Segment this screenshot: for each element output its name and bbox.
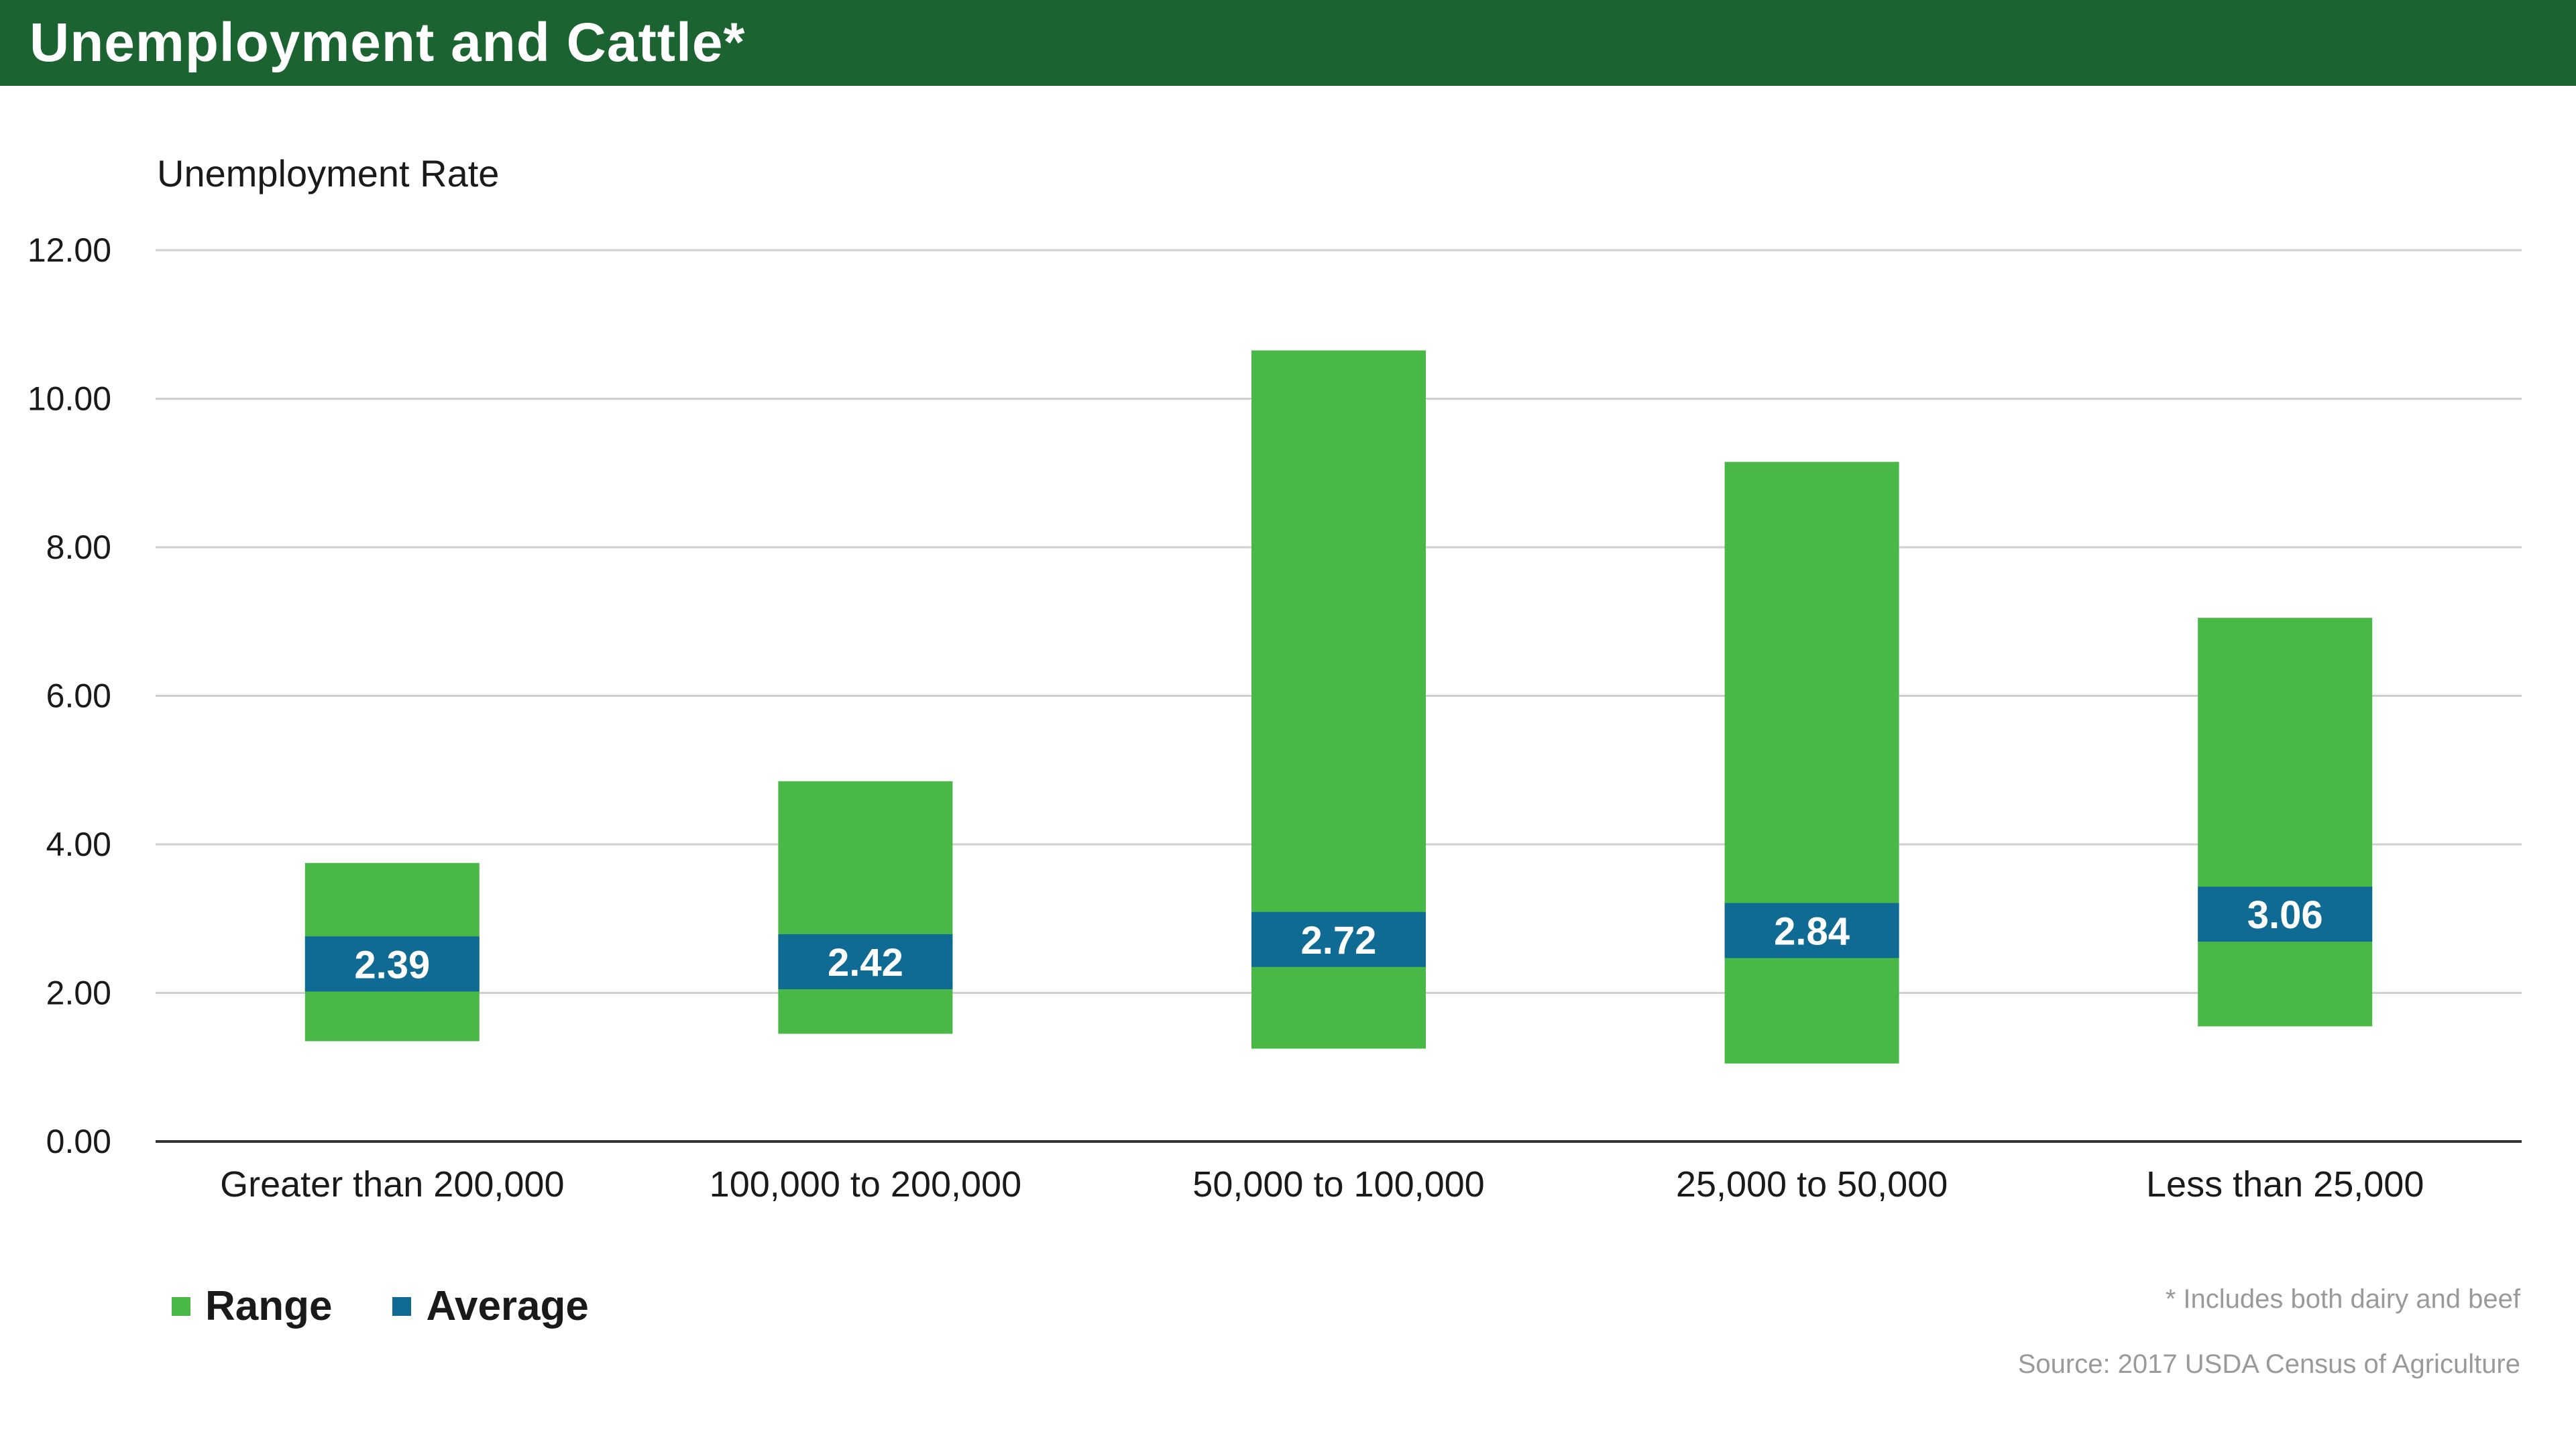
- average-value-label: 2.42: [828, 941, 903, 985]
- y-tick-label: 4.00: [46, 826, 111, 863]
- average-value-label: 2.72: [1301, 919, 1377, 962]
- legend-label-average: Average: [426, 1283, 589, 1329]
- x-category-labels: Greater than 200,000 100,000 to 200,000 50…: [220, 1164, 2424, 1205]
- y-tick-label: 10.00: [27, 380, 111, 418]
- legend-label-range: Range: [205, 1283, 333, 1329]
- x-category-label: 100,000 to 200,000: [710, 1164, 1021, 1205]
- title-bar: Unemployment and Cattle*: [0, 0, 2576, 86]
- source-note: Source: 2017 USDA Census of Agriculture: [2017, 1349, 2520, 1379]
- x-category-label: 25,000 to 50,000: [1676, 1164, 1948, 1205]
- average-band: [778, 934, 953, 989]
- y-tick-label: 2.00: [46, 974, 111, 1012]
- y-tick-label: 6.00: [46, 677, 111, 715]
- legend-item-average: Average: [392, 1282, 589, 1330]
- range-bar: [778, 781, 953, 1034]
- y-tick-label: 8.00: [46, 528, 111, 566]
- y-tick-label: 0.00: [46, 1123, 111, 1160]
- average-band: [304, 936, 480, 992]
- average-band: [1724, 903, 1899, 958]
- legend-item-range: Range: [172, 1282, 332, 1330]
- y-tick-labels: 0.00 2.00 4.00 6.00 8.00 10.00 12.00: [27, 231, 111, 1160]
- legend: Range Average: [172, 1282, 649, 1330]
- y-axis-title: Unemployment Rate: [157, 152, 499, 194]
- bars: 2.39 2.42 2.72 2.84 3.06: [304, 350, 2373, 1064]
- average-band: [2198, 887, 2373, 942]
- x-category-label: Greater than 200,000: [220, 1164, 564, 1205]
- average-band: [1251, 911, 1426, 967]
- range-swatch: [172, 1296, 190, 1316]
- average-value-label: 3.06: [2247, 893, 2323, 937]
- range-bar: [2198, 618, 2373, 1027]
- average-value-label: 2.39: [354, 943, 430, 987]
- x-category-label: 50,000 to 100,000: [1192, 1164, 1484, 1205]
- y-tick-label: 12.00: [27, 231, 111, 269]
- range-bar: [1724, 461, 1899, 1064]
- footnote-dairy-beef: * Includes both dairy and beef: [2165, 1284, 2520, 1314]
- chart-title: Unemployment and Cattle*: [30, 12, 746, 73]
- x-category-label: Less than 25,000: [2146, 1164, 2424, 1205]
- average-swatch: [392, 1296, 412, 1316]
- average-value-label: 2.84: [1774, 909, 1850, 953]
